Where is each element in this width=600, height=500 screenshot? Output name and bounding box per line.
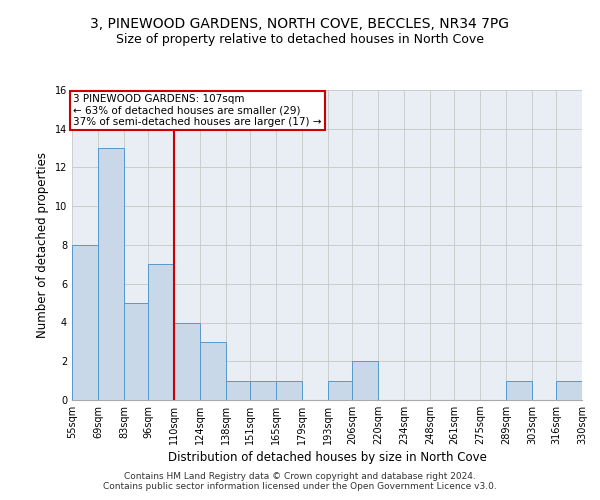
Bar [174, 322, 200, 400]
Bar [148, 264, 174, 400]
Bar [276, 380, 302, 400]
Bar [352, 361, 378, 400]
Text: Size of property relative to detached houses in North Cove: Size of property relative to detached ho… [116, 32, 484, 46]
Bar [72, 245, 98, 400]
Text: 3, PINEWOOD GARDENS, NORTH COVE, BECCLES, NR34 7PG: 3, PINEWOOD GARDENS, NORTH COVE, BECCLES… [91, 18, 509, 32]
Text: Contains HM Land Registry data © Crown copyright and database right 2024.: Contains HM Land Registry data © Crown c… [124, 472, 476, 481]
Bar [556, 380, 582, 400]
X-axis label: Distribution of detached houses by size in North Cove: Distribution of detached houses by size … [167, 452, 487, 464]
Bar [250, 380, 276, 400]
Text: Contains public sector information licensed under the Open Government Licence v3: Contains public sector information licen… [103, 482, 497, 491]
Bar [124, 303, 148, 400]
Bar [200, 342, 226, 400]
Bar [226, 380, 250, 400]
Y-axis label: Number of detached properties: Number of detached properties [36, 152, 49, 338]
Bar [328, 380, 352, 400]
Bar [506, 380, 532, 400]
Bar [98, 148, 124, 400]
Text: 3 PINEWOOD GARDENS: 107sqm
← 63% of detached houses are smaller (29)
37% of semi: 3 PINEWOOD GARDENS: 107sqm ← 63% of deta… [73, 94, 322, 127]
